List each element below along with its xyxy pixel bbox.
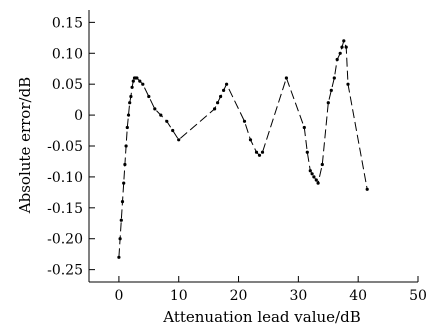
data-point bbox=[254, 150, 259, 154]
ticks: 0.15 0.10 0.05 0 -0.05 -0.10 -0.15 -0.20 -0.25 0 1… bbox=[47, 15, 427, 304]
data-point bbox=[119, 218, 123, 222]
data-point bbox=[340, 45, 344, 49]
data-point bbox=[332, 76, 336, 80]
x-tick-label: 20 bbox=[230, 288, 248, 304]
data-point bbox=[118, 237, 122, 241]
y-tick-label: 0.15 bbox=[52, 15, 83, 31]
data-point bbox=[320, 162, 324, 167]
data-point bbox=[117, 255, 121, 259]
y-tick-label: -0.20 bbox=[47, 232, 83, 248]
data-point bbox=[329, 88, 333, 92]
data-point bbox=[260, 150, 265, 154]
data-point bbox=[346, 82, 350, 86]
data-point bbox=[222, 88, 226, 92]
data-point bbox=[342, 39, 346, 43]
data-point bbox=[125, 125, 129, 130]
x-tick-label: 40 bbox=[349, 288, 367, 304]
x-tick-label: 50 bbox=[409, 288, 427, 304]
data-point bbox=[122, 181, 126, 185]
data-point bbox=[129, 94, 133, 99]
data-point bbox=[314, 178, 318, 182]
data-point bbox=[171, 128, 175, 133]
y-tick-label: 0.10 bbox=[52, 46, 83, 62]
data-point bbox=[177, 138, 181, 142]
data-point bbox=[124, 144, 128, 148]
data-point bbox=[141, 82, 145, 86]
data-point bbox=[147, 94, 151, 99]
x-axis-title: Attenuation lead value/dB bbox=[162, 308, 360, 326]
y-axis-title: Absolute error/dB bbox=[16, 77, 34, 214]
data-point bbox=[248, 138, 253, 142]
series-line bbox=[118, 39, 368, 258]
data-point bbox=[126, 113, 131, 117]
y-tick-label: 0 bbox=[74, 108, 83, 124]
data-point bbox=[310, 172, 314, 176]
data-point bbox=[219, 94, 223, 99]
y-tick-label: -0.05 bbox=[47, 139, 83, 155]
data-point bbox=[130, 85, 134, 89]
x-tick-label: 30 bbox=[289, 288, 307, 304]
x-tick-label: 10 bbox=[170, 288, 188, 304]
data-point bbox=[131, 79, 135, 83]
data-point bbox=[159, 113, 163, 117]
data-point bbox=[326, 101, 330, 105]
data-point bbox=[225, 82, 229, 86]
data-point bbox=[312, 175, 316, 179]
data-point bbox=[344, 45, 348, 49]
data-point bbox=[365, 187, 369, 191]
y-tick-label: -0.15 bbox=[47, 201, 83, 217]
y-tick-label: -0.10 bbox=[47, 170, 83, 186]
data-point bbox=[305, 150, 309, 154]
data-point bbox=[335, 57, 339, 62]
data-point bbox=[216, 101, 220, 105]
data-point bbox=[123, 162, 127, 167]
data-point bbox=[284, 76, 288, 80]
data-point bbox=[153, 107, 157, 111]
data-point bbox=[242, 119, 247, 123]
data-point bbox=[338, 51, 342, 55]
data-point bbox=[138, 79, 142, 83]
data-point bbox=[257, 153, 262, 157]
x-tick-label: 0 bbox=[114, 288, 123, 304]
y-tick-label: 0.05 bbox=[52, 77, 83, 93]
y-tick-label: -0.25 bbox=[47, 263, 83, 279]
axes bbox=[88, 10, 418, 283]
data-point bbox=[213, 107, 217, 111]
data-point bbox=[308, 169, 312, 173]
data-point bbox=[165, 119, 169, 123]
plot-area bbox=[117, 39, 369, 259]
data-point bbox=[128, 101, 132, 105]
data-point bbox=[120, 200, 125, 204]
data-point bbox=[135, 76, 139, 80]
data-point bbox=[302, 125, 306, 130]
data-point bbox=[316, 181, 320, 185]
